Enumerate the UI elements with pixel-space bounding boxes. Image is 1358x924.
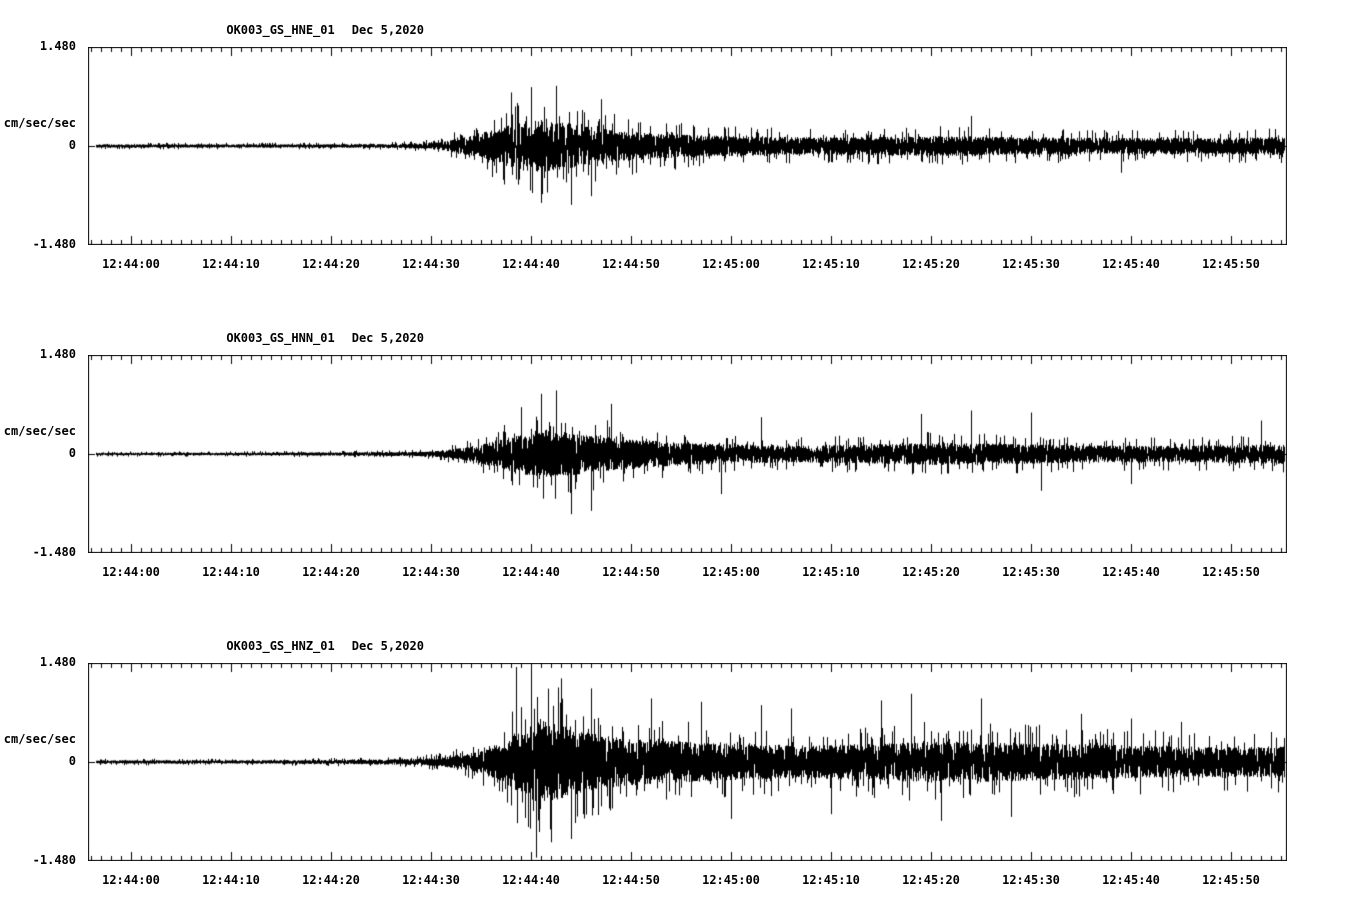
x-tick-label: 12:44:30 <box>402 565 460 579</box>
y-tick-zero: 0 <box>68 446 76 460</box>
y-tick-min: -1.480 <box>32 237 76 251</box>
seismogram-panel-hnz: OK003_GS_HNZ_01 Dec 5,2020 1.480 cm/sec/s… <box>0 624 1358 924</box>
x-tick-label: 12:44:00 <box>102 257 160 271</box>
x-tick-label: 12:45:50 <box>1202 565 1260 579</box>
x-tick-label: 12:45:20 <box>902 257 960 271</box>
x-tick-label: 12:45:40 <box>1102 565 1160 579</box>
trace-title: OK003_GS_HNN_01 <box>226 331 335 345</box>
y-tick-max: 1.480 <box>39 655 76 669</box>
x-tick-label: 12:45:10 <box>802 873 860 887</box>
x-tick-label: 12:45:00 <box>702 257 760 271</box>
x-tick-label: 12:44:10 <box>202 257 260 271</box>
panel-title: OK003_GS_HNN_01 Dec 5,2020 <box>183 316 424 361</box>
x-tick-label: 12:44:50 <box>602 873 660 887</box>
trace-title: OK003_GS_HNZ_01 <box>226 639 335 653</box>
x-tick-label: 12:45:10 <box>802 257 860 271</box>
x-tick-label: 12:45:00 <box>702 565 760 579</box>
y-axis-unit: cm/sec/sec <box>3 732 76 746</box>
seismogram-panel-hne: OK003_GS_HNE_01 Dec 5,2020 1.480 cm/sec/s… <box>0 8 1358 308</box>
y-axis-unit: cm/sec/sec <box>3 424 76 438</box>
seismogram-plot <box>88 355 1287 553</box>
time-axis-labels: 12:44:00 12:44:10 12:44:20 12:44:30 12:44:40… <box>88 873 1287 889</box>
x-tick-label: 12:45:50 <box>1202 257 1260 271</box>
x-tick-label: 12:44:20 <box>302 565 360 579</box>
x-tick-label: 12:45:10 <box>802 565 860 579</box>
seismogram-plot <box>88 663 1287 861</box>
x-tick-label: 12:44:20 <box>302 873 360 887</box>
y-tick-min: -1.480 <box>32 545 76 559</box>
x-tick-label: 12:45:30 <box>1002 565 1060 579</box>
seismogram-plot <box>88 47 1287 245</box>
seismogram-panel-hnn: OK003_GS_HNN_01 Dec 5,2020 1.480 cm/sec/s… <box>0 316 1358 616</box>
panel-title: OK003_GS_HNE_01 Dec 5,2020 <box>183 8 424 53</box>
x-tick-label: 12:44:50 <box>602 565 660 579</box>
x-tick-label: 12:44:40 <box>502 873 560 887</box>
time-axis-labels: 12:44:00 12:44:10 12:44:20 12:44:30 12:44:40… <box>88 257 1287 273</box>
y-tick-max: 1.480 <box>39 347 76 361</box>
x-tick-label: 12:45:40 <box>1102 257 1160 271</box>
x-tick-label: 12:45:20 <box>902 873 960 887</box>
panel-title: OK003_GS_HNZ_01 Dec 5,2020 <box>183 624 424 669</box>
x-tick-label: 12:44:40 <box>502 257 560 271</box>
x-tick-label: 12:44:00 <box>102 873 160 887</box>
x-tick-label: 12:44:30 <box>402 257 460 271</box>
x-tick-label: 12:45:30 <box>1002 873 1060 887</box>
trace-date: Dec 5,2020 <box>351 639 424 653</box>
y-axis-unit: cm/sec/sec <box>3 116 76 130</box>
trace-date: Dec 5,2020 <box>351 23 424 37</box>
trace-title: OK003_GS_HNE_01 <box>226 23 335 37</box>
x-tick-label: 12:44:50 <box>602 257 660 271</box>
x-tick-label: 12:44:40 <box>502 565 560 579</box>
x-tick-label: 12:45:50 <box>1202 873 1260 887</box>
trace-date: Dec 5,2020 <box>351 331 424 345</box>
x-tick-label: 12:45:40 <box>1102 873 1160 887</box>
x-tick-label: 12:45:20 <box>902 565 960 579</box>
x-tick-label: 12:44:30 <box>402 873 460 887</box>
y-tick-zero: 0 <box>68 138 76 152</box>
x-tick-label: 12:44:10 <box>202 873 260 887</box>
y-tick-max: 1.480 <box>39 39 76 53</box>
y-tick-min: -1.480 <box>32 853 76 867</box>
y-tick-zero: 0 <box>68 754 76 768</box>
x-tick-label: 12:44:00 <box>102 565 160 579</box>
time-axis-labels: 12:44:00 12:44:10 12:44:20 12:44:30 12:44:40… <box>88 565 1287 581</box>
x-tick-label: 12:45:00 <box>702 873 760 887</box>
x-tick-label: 12:44:10 <box>202 565 260 579</box>
x-tick-label: 12:45:30 <box>1002 257 1060 271</box>
x-tick-label: 12:44:20 <box>302 257 360 271</box>
